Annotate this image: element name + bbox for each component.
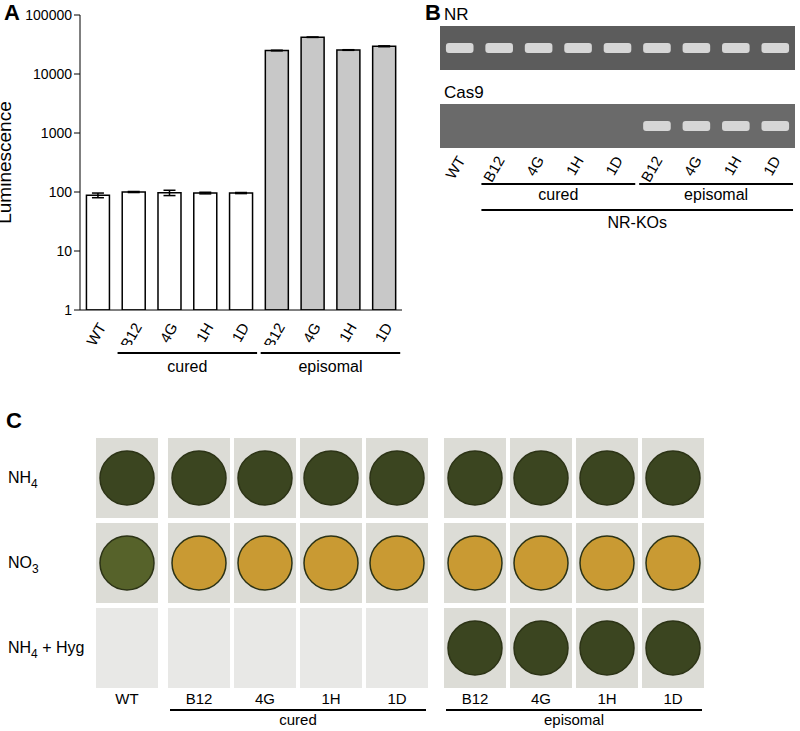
svg-text:10000: 10000: [33, 66, 72, 82]
svg-text:cured: cured: [279, 711, 317, 728]
svg-text:WT: WT: [83, 320, 109, 345]
svg-text:cured: cured: [538, 186, 578, 203]
svg-text:episomal: episomal: [298, 358, 362, 375]
svg-text:1H: 1H: [597, 690, 616, 707]
svg-text:B12: B12: [462, 690, 489, 707]
svg-text:B12: B12: [260, 320, 288, 345]
svg-text:NR: NR: [444, 5, 469, 24]
svg-text:Luminescence: Luminescence: [8, 101, 15, 224]
svg-text:4G: 4G: [522, 153, 547, 179]
svg-text:4G: 4G: [680, 153, 705, 179]
svg-text:4G: 4G: [531, 690, 551, 707]
svg-text:1H: 1H: [720, 153, 744, 178]
svg-text:NH4 + Hyg: NH4 + Hyg: [8, 639, 84, 661]
svg-text:1D: 1D: [371, 320, 395, 345]
svg-text:WT: WT: [115, 690, 138, 707]
svg-text:100000: 100000: [25, 7, 72, 23]
svg-text:B: B: [425, 0, 441, 25]
svg-text:B12: B12: [480, 153, 508, 185]
svg-text:4G: 4G: [299, 320, 324, 345]
svg-text:1H: 1H: [321, 690, 340, 707]
svg-text:NR-KOs: NR-KOs: [607, 214, 667, 231]
svg-text:1H: 1H: [335, 320, 359, 345]
svg-text:cured: cured: [167, 358, 207, 375]
html-text:A: A: [4, 0, 20, 25]
svg-text:4G: 4G: [156, 320, 181, 345]
svg-text:B12: B12: [117, 320, 145, 345]
svg-text:NO3: NO3: [8, 554, 39, 576]
svg-text:WT: WT: [442, 153, 468, 182]
svg-text:B12: B12: [186, 690, 213, 707]
svg-text:10: 10: [56, 243, 72, 259]
svg-text:1D: 1D: [387, 690, 406, 707]
svg-text:episomal: episomal: [684, 186, 748, 203]
svg-text:episomal: episomal: [544, 711, 604, 728]
svg-text:100: 100: [49, 184, 73, 200]
svg-text:C: C: [8, 408, 22, 433]
svg-text:NH4: NH4: [8, 469, 38, 491]
svg-text:4G: 4G: [255, 690, 275, 707]
svg-text:1000: 1000: [41, 125, 72, 141]
svg-text:1D: 1D: [228, 320, 252, 345]
svg-text:1H: 1H: [192, 320, 216, 345]
svg-text:1D: 1D: [760, 153, 784, 178]
svg-text:1H: 1H: [562, 153, 586, 178]
svg-text:Cas9: Cas9: [444, 83, 484, 102]
svg-text:1D: 1D: [663, 690, 682, 707]
svg-text:B12: B12: [637, 153, 665, 185]
svg-text:1D: 1D: [602, 153, 626, 178]
svg-text:1: 1: [64, 302, 72, 318]
